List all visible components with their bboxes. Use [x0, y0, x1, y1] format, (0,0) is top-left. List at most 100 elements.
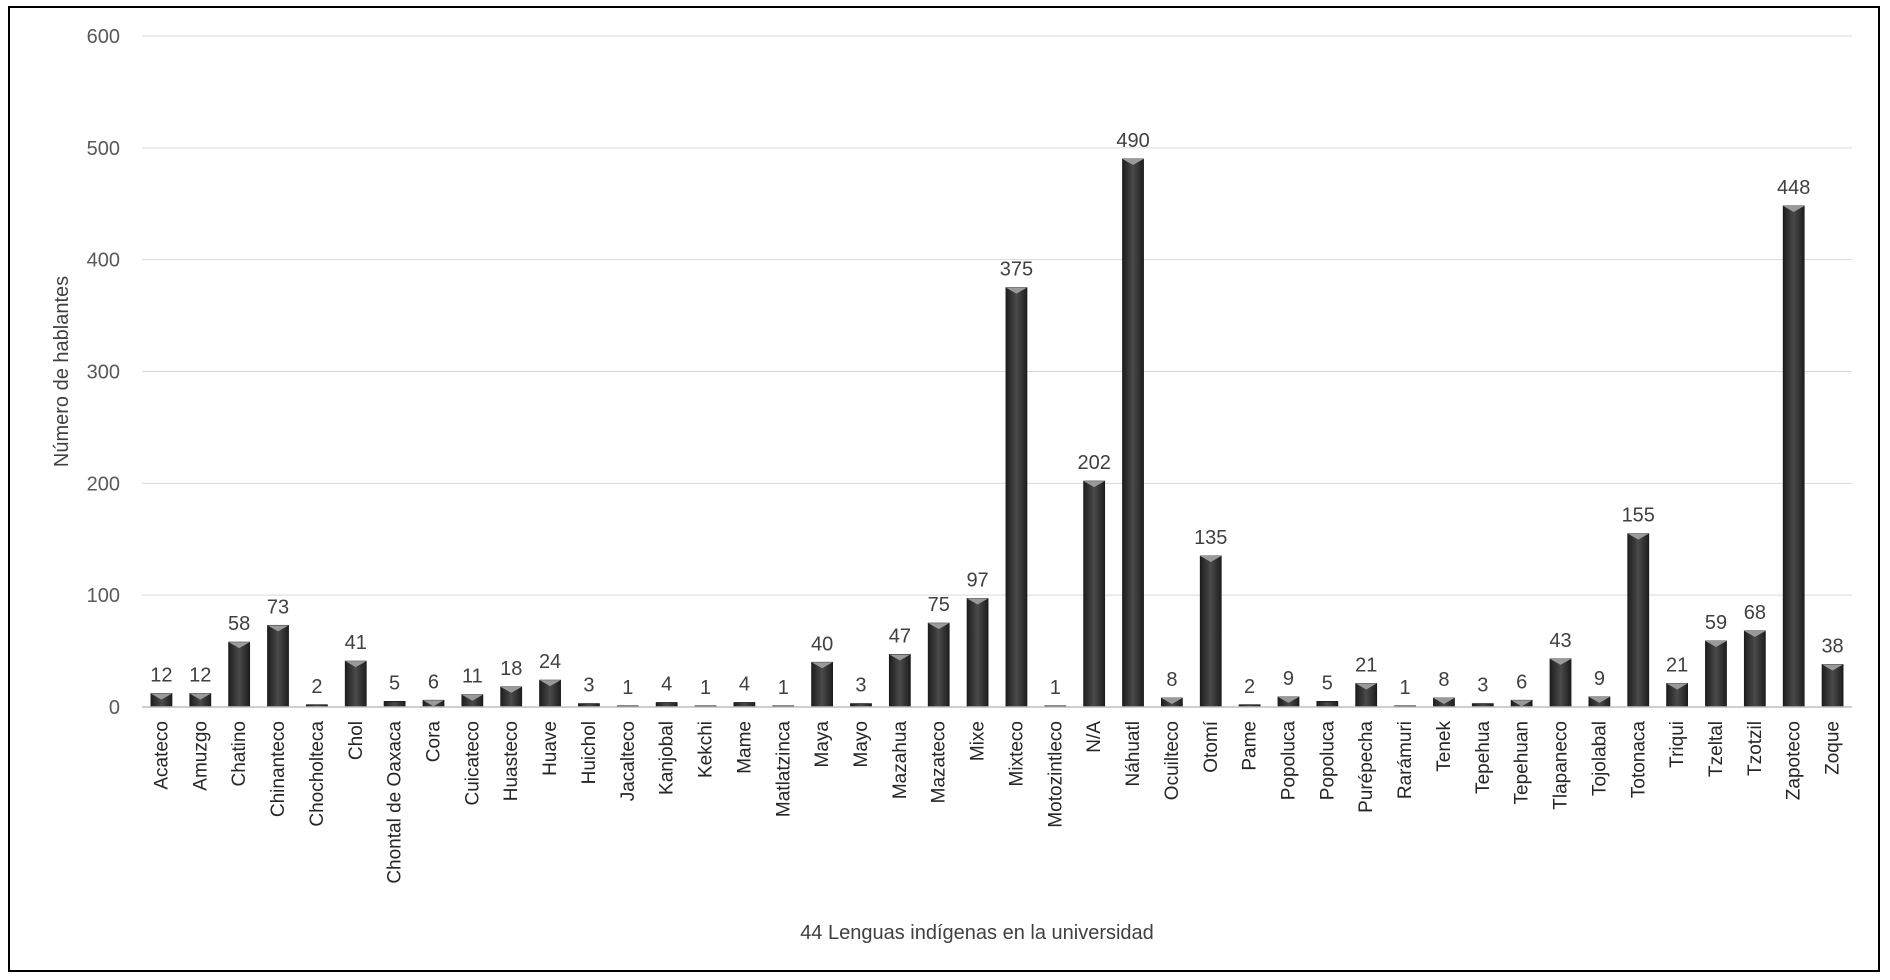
x-category-label: Chol	[346, 721, 367, 760]
x-category-label: Huasteco	[501, 721, 522, 801]
data-label: 4	[661, 674, 672, 696]
bar-cap	[1433, 698, 1455, 705]
bar-cap	[539, 680, 561, 687]
data-label: 21	[1355, 655, 1377, 677]
x-category-label: N/A	[1084, 721, 1105, 753]
data-label: 155	[1622, 505, 1655, 527]
x-category-label: Chatino	[229, 721, 250, 787]
x-category-label: Mixe	[968, 721, 989, 761]
gridlines	[142, 35, 1852, 596]
x-category-label: Mame	[734, 721, 755, 774]
bar	[1199, 555, 1222, 708]
data-label: 1	[700, 677, 711, 699]
bar-cap	[1783, 205, 1805, 212]
data-label: 59	[1705, 612, 1727, 634]
x-category-label: Triqui	[1667, 721, 1688, 768]
data-label: 3	[1477, 675, 1488, 697]
x-category-label: Chocholteca	[307, 721, 328, 827]
bar	[888, 654, 911, 708]
bar-cap	[1705, 641, 1727, 648]
x-category-label: Acateco	[151, 721, 172, 790]
bar	[1782, 205, 1805, 708]
bar-cap	[1744, 630, 1766, 637]
bar	[811, 661, 834, 708]
x-category-label: Motozintleco	[1045, 721, 1066, 828]
x-category-label: Mazahua	[890, 721, 911, 800]
data-label: 12	[150, 665, 172, 687]
data-label: 1	[622, 677, 633, 699]
y-axis-title: Número de hablantes	[51, 276, 73, 467]
x-category-label: Maya	[812, 721, 833, 768]
data-label: 12	[189, 665, 211, 687]
bar	[383, 701, 406, 708]
x-category-label: Mazateco	[929, 721, 950, 803]
data-label: 1	[1050, 677, 1061, 699]
data-label: 18	[500, 658, 522, 680]
x-category-label: Otomí	[1201, 720, 1222, 772]
x-category-label: Tepehua	[1473, 721, 1494, 794]
bar-cap	[928, 623, 950, 630]
bar	[1627, 533, 1650, 708]
data-label: 75	[928, 594, 950, 616]
x-category-label: Tojolabal	[1589, 721, 1610, 796]
x-category-label: Mayo	[851, 721, 872, 767]
y-tick-label: 300	[87, 362, 120, 384]
y-tick-label: 500	[87, 138, 120, 160]
bar-cap	[967, 598, 989, 605]
data-label: 8	[1166, 669, 1177, 691]
y-tick-label: 0	[109, 697, 120, 719]
bar-cap	[500, 686, 522, 693]
x-category-label: Tenek	[1434, 721, 1455, 772]
data-label: 2	[311, 676, 322, 698]
x-category-label: Purépecha	[1356, 721, 1377, 813]
bar	[1821, 664, 1844, 708]
bar-cap	[1200, 556, 1222, 563]
x-axis-categories: Acateco Amuzgo Chatino Chinanteco Chocholtec…	[151, 720, 1843, 883]
data-label: 38	[1821, 636, 1843, 658]
chart-frame	[8, 6, 1880, 972]
bar-cap	[150, 693, 172, 700]
bar-cap	[1627, 533, 1649, 540]
bar-cap	[889, 654, 911, 661]
bar-cap	[267, 625, 289, 632]
bar-cap	[1122, 159, 1144, 166]
x-category-label: Huave	[540, 721, 561, 776]
x-category-label: Popoluca	[1278, 721, 1299, 801]
bar	[1083, 480, 1106, 708]
data-label: 73	[267, 596, 289, 618]
bar	[267, 624, 289, 708]
bar-cap	[1161, 698, 1183, 705]
bar-cap	[189, 693, 211, 700]
x-category-label: Chontal de Oaxaca	[385, 721, 406, 884]
x-category-label: Cuicateco	[462, 721, 483, 806]
data-label: 9	[1594, 668, 1605, 690]
data-label: 5	[389, 672, 400, 694]
x-axis-title: 44 Lenguas indígenas en la universidad	[800, 922, 1154, 944]
data-label: 58	[228, 613, 250, 635]
data-label: 6	[428, 671, 439, 693]
x-category-label: Ocuilteco	[1162, 721, 1183, 800]
bar-cap	[1511, 700, 1533, 707]
x-category-label: Tzotzil	[1745, 721, 1766, 776]
bar	[1743, 630, 1766, 708]
x-category-label: Matlatzinca	[773, 721, 794, 818]
bar-cap	[1666, 683, 1688, 690]
data-label: 375	[1000, 259, 1033, 281]
x-category-label: Zoque	[1823, 721, 1844, 775]
data-label: 8	[1438, 669, 1449, 691]
data-label: 11	[462, 666, 483, 688]
bar-cap	[228, 642, 250, 649]
bar-cap	[1005, 287, 1027, 294]
bar-cap	[1355, 683, 1377, 690]
x-category-label: Chinanteco	[268, 721, 289, 817]
x-category-label: Amuzgo	[190, 721, 211, 791]
data-label: 9	[1283, 668, 1294, 690]
bar-cap	[345, 661, 367, 668]
y-axis-ticks: 0 100 200 300 400 500 600	[87, 26, 120, 719]
bar	[1705, 640, 1727, 708]
bar	[966, 598, 989, 708]
bar	[344, 660, 367, 708]
x-category-label: Zapoteco	[1784, 721, 1805, 800]
